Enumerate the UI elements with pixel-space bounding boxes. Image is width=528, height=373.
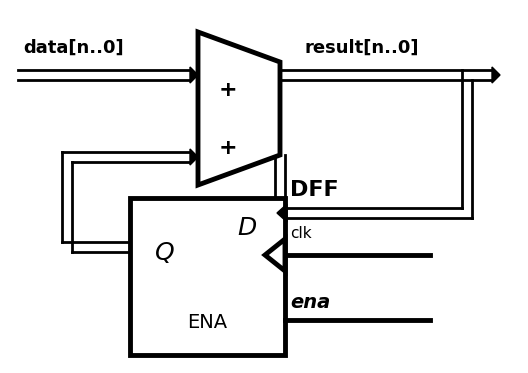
Text: D: D [238,216,257,240]
Polygon shape [198,32,280,185]
Text: ENA: ENA [187,313,228,332]
Text: ena: ena [290,292,330,311]
Text: clk: clk [290,226,312,241]
Polygon shape [265,239,285,271]
Text: result[n..0]: result[n..0] [305,39,420,57]
Text: +: + [219,138,237,158]
Text: +: + [219,80,237,100]
Text: Q: Q [155,241,175,265]
Polygon shape [190,67,198,83]
Text: DFF: DFF [290,180,338,200]
Bar [130,198,285,355]
Polygon shape [190,149,198,165]
Text: data[n..0]: data[n..0] [23,39,124,57]
Polygon shape [277,204,287,222]
Polygon shape [492,67,500,83]
